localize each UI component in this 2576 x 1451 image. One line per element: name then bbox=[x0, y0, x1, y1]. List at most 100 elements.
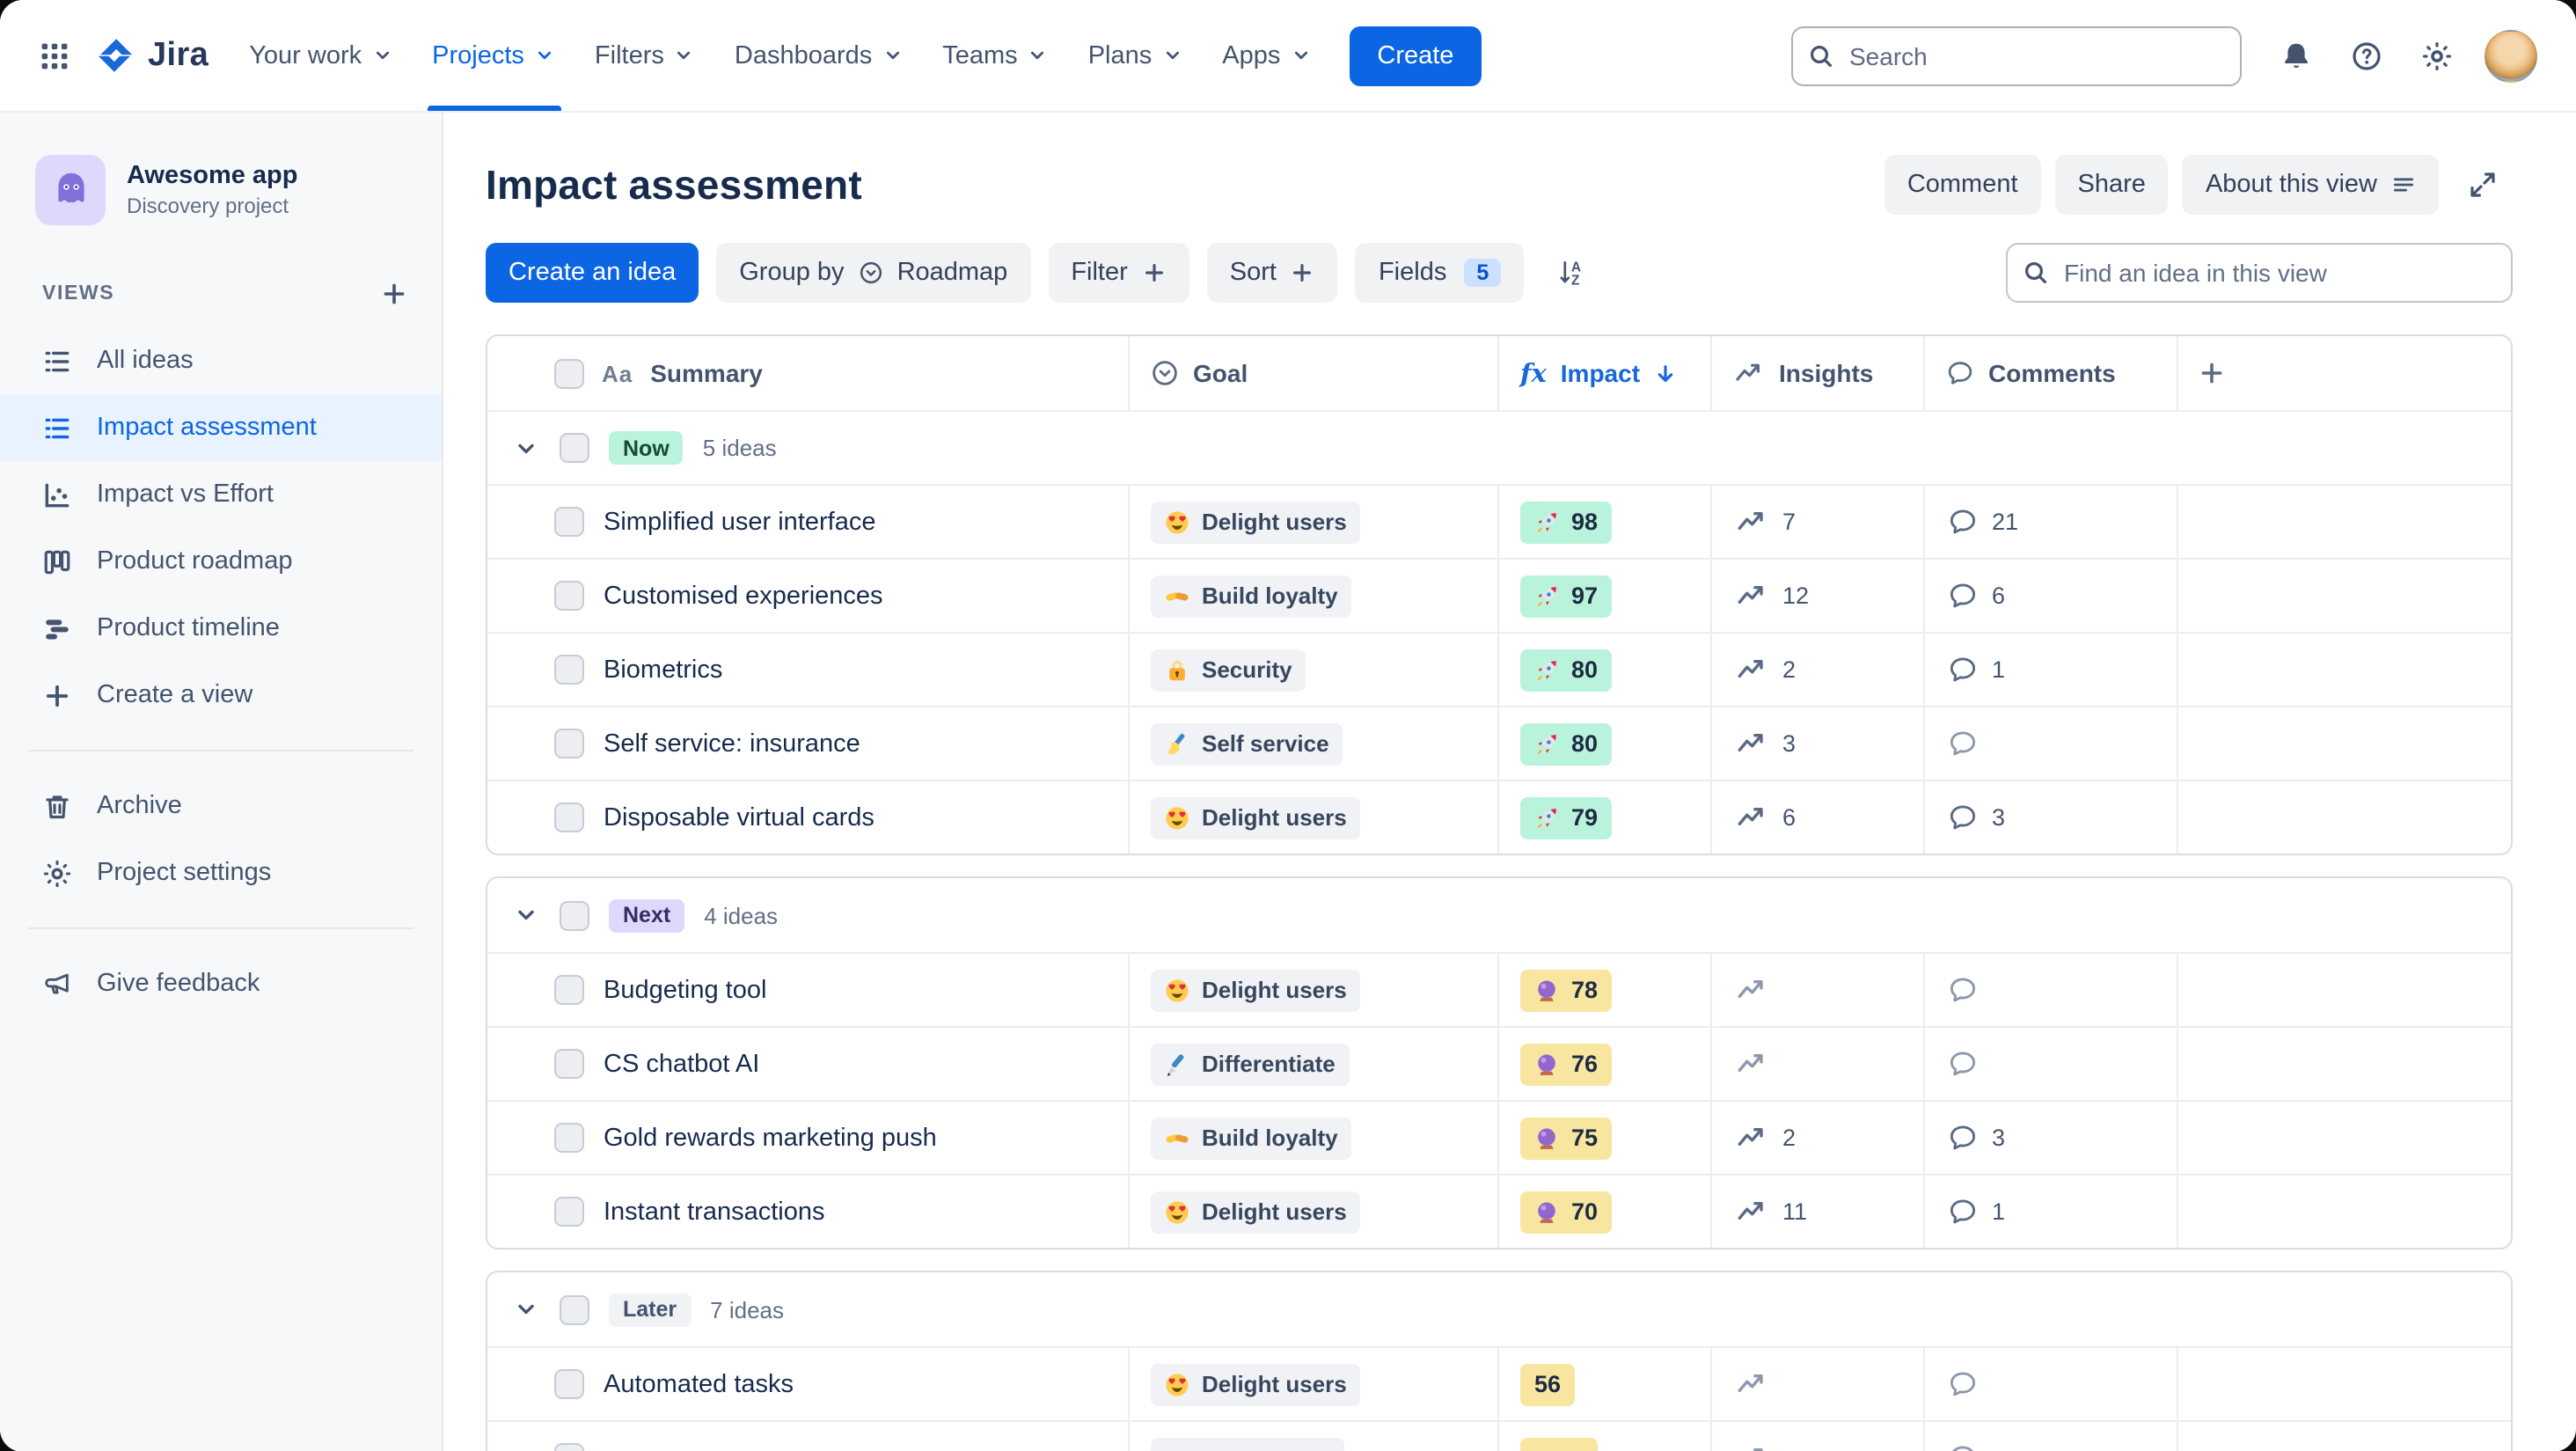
share-button[interactable]: Share bbox=[2054, 155, 2169, 215]
comments-cell[interactable]: 3 bbox=[1948, 802, 2005, 832]
impact-chip[interactable]: 76 bbox=[1520, 1043, 1613, 1085]
goal-chip[interactable]: Delight users bbox=[1151, 796, 1361, 839]
column-header-comments[interactable]: Comments bbox=[1923, 336, 2177, 410]
user-avatar[interactable] bbox=[2485, 29, 2537, 82]
impact-chip[interactable]: 56 bbox=[1520, 1363, 1576, 1405]
goal-chip[interactable]: Delight users bbox=[1151, 501, 1361, 543]
nav-item-teams[interactable]: Teams bbox=[923, 0, 1068, 111]
impact-chip[interactable]: 70 bbox=[1520, 1191, 1613, 1233]
goal-chip[interactable]: Delight users bbox=[1151, 1363, 1361, 1405]
about-view-button[interactable]: About this view bbox=[2182, 155, 2439, 215]
goal-chip[interactable]: Self service bbox=[1151, 722, 1343, 765]
jira-logo[interactable]: Jira bbox=[84, 35, 230, 76]
goal-chip[interactable]: Security bbox=[1151, 649, 1306, 691]
app-switcher-button[interactable] bbox=[25, 26, 84, 85]
group-checkbox[interactable] bbox=[560, 900, 589, 930]
nav-item-plans[interactable]: Plans bbox=[1069, 0, 1204, 111]
comments-cell[interactable] bbox=[1948, 1443, 1978, 1451]
nav-item-filters[interactable]: Filters bbox=[575, 0, 715, 111]
idea-row-self-service-insurance[interactable]: Self service: insurance Self service 80 3 bbox=[487, 706, 2511, 780]
sidebar-item-product-roadmap[interactable]: Product roadmap bbox=[0, 528, 442, 595]
group-by-button[interactable]: Group by Roadmap bbox=[716, 243, 1031, 303]
sidebar-item-all-ideas[interactable]: All ideas bbox=[0, 327, 442, 394]
nav-item-apps[interactable]: Apps bbox=[1203, 0, 1331, 111]
sidebar-item-impact-vs-effort[interactable]: Impact vs Effort bbox=[0, 461, 442, 528]
idea-row-budgeting-tool[interactable]: Budgeting tool Delight users 78 bbox=[487, 952, 2511, 1026]
idea-row-cs-chatbot-ai[interactable]: CS chatbot AI Differentiate 76 bbox=[487, 1026, 2511, 1100]
row-checkbox[interactable] bbox=[554, 655, 584, 685]
column-header-insights[interactable]: Insights bbox=[1710, 336, 1923, 410]
comments-cell[interactable]: 1 bbox=[1948, 1197, 2005, 1227]
sidebar-item-impact-assessment[interactable]: Impact assessment bbox=[0, 394, 442, 461]
insights-cell[interactable]: 6 bbox=[1735, 801, 1796, 834]
insights-cell[interactable]: 7 bbox=[1735, 505, 1796, 539]
insights-cell[interactable] bbox=[1735, 1367, 1768, 1401]
row-checkbox[interactable] bbox=[554, 802, 584, 832]
row-checkbox[interactable] bbox=[554, 729, 584, 758]
impact-chip[interactable]: 78 bbox=[1520, 969, 1613, 1011]
impact-chip[interactable]: 75 bbox=[1520, 1117, 1613, 1159]
comments-cell[interactable] bbox=[1948, 729, 1978, 758]
sidebar-item-product-timeline[interactable]: Product timeline bbox=[0, 595, 442, 662]
create-idea-button[interactable]: Create an idea bbox=[486, 243, 699, 303]
nav-item-your-work[interactable]: Your work bbox=[230, 0, 413, 111]
insights-cell[interactable]: 11 bbox=[1735, 1195, 1807, 1228]
goal-chip[interactable]: Delight users bbox=[1151, 1191, 1361, 1233]
collapse-group-icon[interactable] bbox=[512, 434, 540, 462]
idea-row-customised-experiences[interactable]: Customised experiences Build loyalty 97 12 6 bbox=[487, 558, 2511, 632]
insights-cell[interactable]: 2 bbox=[1735, 653, 1796, 686]
comments-cell[interactable]: 6 bbox=[1948, 581, 2005, 611]
collapse-group-icon[interactable] bbox=[512, 901, 540, 929]
goal-chip[interactable]: Differentiate bbox=[1151, 1043, 1350, 1085]
notifications-button[interactable] bbox=[2266, 26, 2326, 85]
add-field-button[interactable] bbox=[2189, 350, 2235, 396]
sidebar-item-create-a-view[interactable]: Create a view bbox=[0, 662, 442, 729]
insights-cell[interactable] bbox=[1735, 1441, 1768, 1451]
insights-cell[interactable]: 2 bbox=[1735, 1121, 1796, 1154]
insights-cell[interactable] bbox=[1735, 1047, 1768, 1081]
sidebar-item-project-settings[interactable]: Project settings bbox=[0, 839, 442, 906]
column-header-goal[interactable]: Goal bbox=[1128, 336, 1497, 410]
collapse-group-icon[interactable] bbox=[512, 1295, 540, 1323]
row-checkbox[interactable] bbox=[554, 1369, 584, 1399]
goal-chip[interactable]: Build loyalty bbox=[1151, 575, 1352, 617]
impact-chip[interactable] bbox=[1520, 1437, 1598, 1451]
idea-row-disposable-virtual-cards[interactable]: Disposable virtual cards Delight users 79 6… bbox=[487, 780, 2511, 854]
nav-item-dashboards[interactable]: Dashboards bbox=[715, 0, 923, 111]
select-all-checkbox[interactable] bbox=[554, 358, 584, 388]
fullscreen-button[interactable] bbox=[2453, 155, 2513, 215]
idea-row-gold-rewards-marketing-push[interactable]: Gold rewards marketing push Build loyalty… bbox=[487, 1100, 2511, 1174]
idea-row-biometrics[interactable]: Biometrics Security 80 2 1 bbox=[487, 632, 2511, 706]
add-view-button[interactable] bbox=[371, 271, 417, 317]
idea-row-simplified-user-interface[interactable]: Simplified user interface Delight users 98… bbox=[487, 484, 2511, 558]
sidebar-item-give-feedback[interactable]: Give feedback bbox=[0, 950, 442, 1017]
comments-cell[interactable]: 1 bbox=[1948, 655, 2005, 685]
row-checkbox[interactable] bbox=[554, 1197, 584, 1227]
nav-item-projects[interactable]: Projects bbox=[413, 0, 575, 111]
comments-cell[interactable] bbox=[1948, 1049, 1978, 1079]
global-search-input[interactable] bbox=[1791, 26, 2242, 85]
idea-row[interactable] bbox=[487, 1420, 2511, 1451]
goal-chip[interactable] bbox=[1151, 1437, 1344, 1451]
goal-chip[interactable]: Delight users bbox=[1151, 969, 1361, 1011]
row-checkbox[interactable] bbox=[554, 1123, 584, 1153]
row-checkbox[interactable] bbox=[554, 1443, 584, 1451]
row-checkbox[interactable] bbox=[554, 975, 584, 1005]
impact-chip[interactable]: 79 bbox=[1520, 796, 1613, 839]
create-button[interactable]: Create bbox=[1349, 26, 1482, 85]
row-checkbox[interactable] bbox=[554, 581, 584, 611]
comments-cell[interactable]: 21 bbox=[1948, 507, 2018, 537]
column-header-summary[interactable]: Aa Summary bbox=[487, 336, 1128, 410]
group-checkbox[interactable] bbox=[560, 433, 589, 463]
goal-chip[interactable]: Build loyalty bbox=[1151, 1117, 1352, 1159]
sidebar-item-archive[interactable]: Archive bbox=[0, 773, 442, 839]
settings-button[interactable] bbox=[2407, 26, 2467, 85]
column-header-impact[interactable]: fx Impact bbox=[1497, 336, 1710, 410]
insights-cell[interactable] bbox=[1735, 973, 1768, 1007]
comment-button[interactable]: Comment bbox=[1884, 155, 2041, 215]
filter-button[interactable]: Filter bbox=[1048, 243, 1189, 303]
idea-row-instant-transactions[interactable]: Instant transactions Delight users 70 11 1 bbox=[487, 1174, 2511, 1248]
insights-cell[interactable]: 3 bbox=[1735, 727, 1796, 760]
row-checkbox[interactable] bbox=[554, 507, 584, 537]
